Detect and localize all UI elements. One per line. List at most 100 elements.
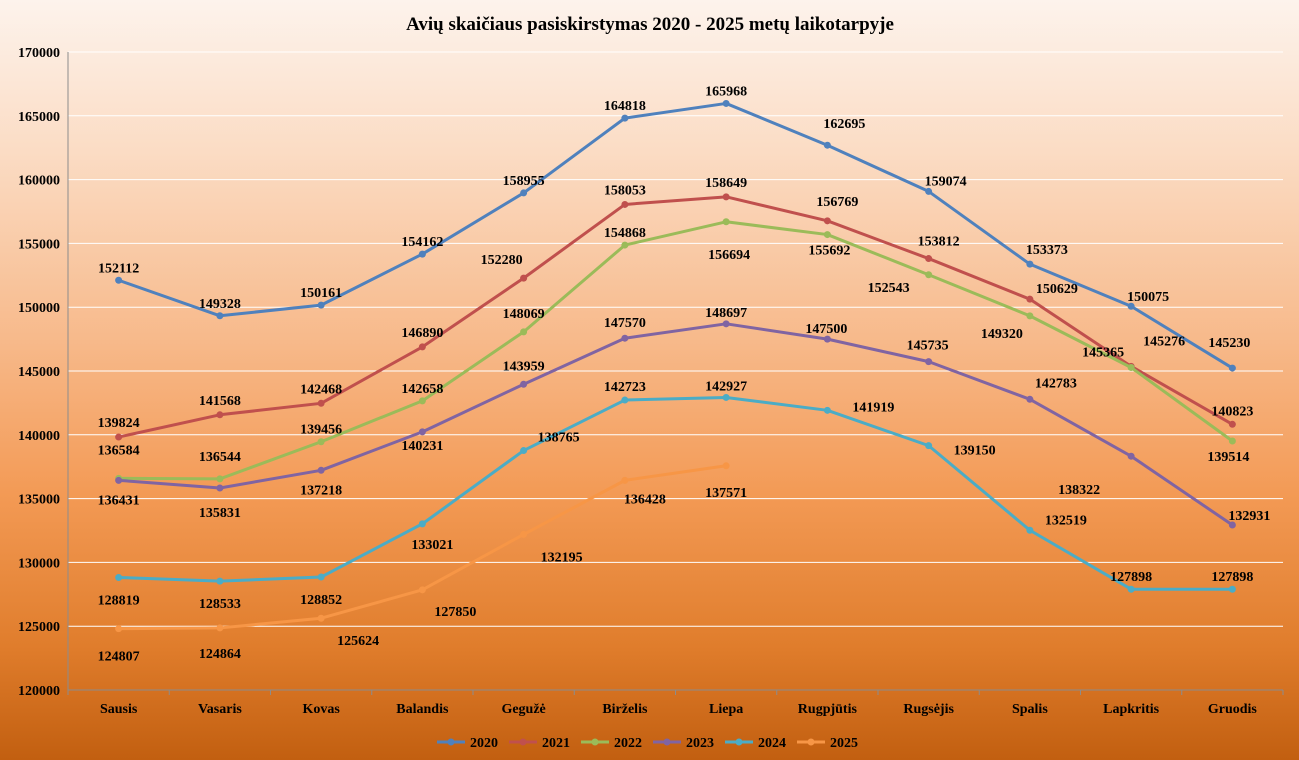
data-point-2020 bbox=[925, 187, 933, 195]
data-label-2022: 156694 bbox=[708, 248, 750, 263]
data-label-2020: 154162 bbox=[401, 235, 443, 250]
data-label-2024: 139150 bbox=[954, 444, 996, 459]
data-label-2024: 142723 bbox=[604, 380, 646, 395]
data-label-2025: 124807 bbox=[98, 650, 140, 665]
data-point-2022 bbox=[925, 271, 933, 279]
x-tick-label: Lapkritis bbox=[1103, 702, 1160, 717]
data-label-2023: 142783 bbox=[1035, 376, 1077, 391]
y-tick-label: 130000 bbox=[18, 556, 60, 571]
data-point-2023 bbox=[1228, 521, 1236, 529]
data-point-2022 bbox=[823, 231, 831, 239]
data-label-2020: 150161 bbox=[300, 286, 342, 301]
data-point-2023 bbox=[1127, 452, 1135, 460]
chart-title: Avių skaičiaus pasiskirstymas 2020 - 202… bbox=[406, 14, 894, 35]
data-point-2021 bbox=[115, 433, 123, 441]
data-label-2021: 142468 bbox=[300, 382, 342, 397]
data-label-2025: 137571 bbox=[705, 486, 747, 501]
data-point-2020 bbox=[1026, 260, 1034, 268]
x-tick-label: Rugsėjis bbox=[903, 702, 954, 717]
data-label-2021: 152280 bbox=[481, 253, 523, 268]
x-tick-label: Rugpjūtis bbox=[798, 702, 858, 717]
data-point-2023 bbox=[216, 484, 224, 492]
data-point-2021 bbox=[317, 399, 325, 407]
data-label-2020: 153373 bbox=[1026, 243, 1068, 258]
series-line-2022 bbox=[117, 220, 1234, 481]
data-label-2022: 152543 bbox=[868, 281, 910, 296]
legend: 2020 2021 2022 2023 2024 2025 bbox=[437, 736, 858, 751]
data-label-2024: 128819 bbox=[98, 593, 140, 608]
legend-label-2025: 2025 bbox=[830, 736, 858, 751]
data-label-2023: 132931 bbox=[1228, 509, 1270, 524]
data-point-2022 bbox=[418, 397, 426, 405]
data-point-2024 bbox=[925, 442, 933, 450]
x-tick-label: Kovas bbox=[302, 702, 340, 717]
data-point-2025 bbox=[722, 462, 730, 470]
data-label-2023: 148697 bbox=[705, 306, 747, 321]
data-label-2022: 148069 bbox=[503, 307, 545, 322]
data-label-2025: 124864 bbox=[199, 647, 241, 662]
data-point-2025 bbox=[317, 614, 325, 622]
data-point-2024 bbox=[722, 393, 730, 401]
data-label-2021: 146890 bbox=[401, 326, 443, 341]
data-point-2023 bbox=[1026, 395, 1034, 403]
data-point-2023 bbox=[621, 334, 629, 342]
series-line-2023 bbox=[117, 322, 1234, 527]
data-point-2021 bbox=[418, 343, 426, 351]
data-point-2021 bbox=[216, 411, 224, 419]
data-point-2021 bbox=[722, 193, 730, 201]
data-point-2023 bbox=[115, 476, 123, 484]
data-label-2021: 158053 bbox=[604, 183, 646, 198]
data-point-2020 bbox=[823, 141, 831, 149]
y-tick-label: 150000 bbox=[18, 301, 60, 316]
x-tick-label: Liepa bbox=[709, 702, 743, 717]
data-point-2020 bbox=[1127, 302, 1135, 310]
data-point-2022 bbox=[621, 241, 629, 249]
data-label-2023: 147570 bbox=[604, 316, 646, 331]
data-label-2021: 141568 bbox=[199, 394, 241, 409]
y-tick-label: 125000 bbox=[18, 620, 60, 635]
legend-label-2023: 2023 bbox=[686, 736, 714, 751]
data-point-2024 bbox=[115, 573, 123, 581]
data-label-2021: 139824 bbox=[98, 416, 140, 431]
data-point-2024 bbox=[317, 573, 325, 581]
legend-label-2021: 2021 bbox=[542, 736, 570, 751]
x-tick-label: Birželis bbox=[602, 702, 648, 717]
x-tick-label: Vasaris bbox=[198, 702, 242, 717]
data-label-2023: 136431 bbox=[98, 493, 140, 508]
data-point-2023 bbox=[317, 466, 325, 474]
data-label-2022: 139514 bbox=[1207, 450, 1249, 465]
data-label-2024: 142927 bbox=[705, 379, 747, 394]
y-tick-label: 145000 bbox=[18, 365, 60, 380]
data-label-2025: 125624 bbox=[337, 634, 379, 649]
legend-marker-2020 bbox=[447, 738, 455, 746]
data-label-2020: 165968 bbox=[705, 84, 747, 99]
data-label-2024: 127898 bbox=[1211, 570, 1253, 585]
data-label-2023: 147500 bbox=[805, 322, 847, 337]
data-point-2020 bbox=[418, 250, 426, 258]
data-label-2020: 164818 bbox=[604, 99, 646, 114]
data-point-2023 bbox=[722, 320, 730, 328]
legend-marker-2022 bbox=[591, 738, 599, 746]
data-label-2024: 128852 bbox=[300, 593, 342, 608]
data-label-2024: 132519 bbox=[1045, 513, 1087, 528]
data-point-2024 bbox=[1228, 585, 1236, 593]
data-point-2022 bbox=[1228, 437, 1236, 445]
x-tick-label: Gruodis bbox=[1208, 702, 1258, 717]
data-labels: 152112 149328 150161 154162 158955 164818 1659… bbox=[98, 84, 1271, 664]
x-tick-label: Spalis bbox=[1012, 702, 1048, 717]
data-point-2023 bbox=[418, 428, 426, 436]
data-label-2025: 127850 bbox=[434, 605, 476, 620]
series-line-2020 bbox=[117, 101, 1234, 370]
data-point-2024 bbox=[520, 447, 528, 455]
y-tick-label: 155000 bbox=[18, 237, 60, 252]
data-label-2024: 133021 bbox=[411, 538, 453, 553]
gridlines bbox=[68, 51, 1283, 627]
legend-marker-2024 bbox=[735, 738, 743, 746]
data-point-2025 bbox=[621, 476, 629, 484]
data-point-2022 bbox=[722, 218, 730, 226]
x-tick-label: Balandis bbox=[396, 702, 449, 717]
data-point-2020 bbox=[317, 301, 325, 309]
data-point-2020 bbox=[621, 114, 629, 122]
data-point-2024 bbox=[1026, 526, 1034, 534]
